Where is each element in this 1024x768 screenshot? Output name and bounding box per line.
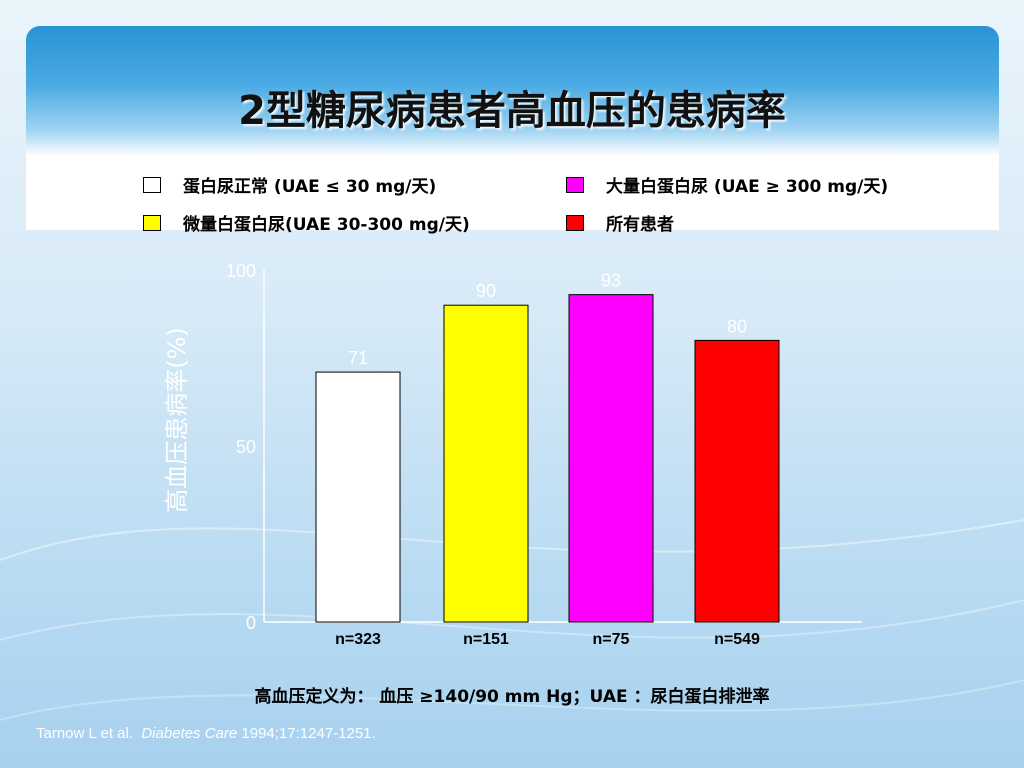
legend-swatch-macro bbox=[566, 176, 584, 193]
legend-item-normal: 蛋白尿正常 (UAE ≤ 30 mg/天) bbox=[143, 172, 436, 197]
bar bbox=[568, 294, 654, 623]
slide-title: 2型糖尿病患者高血压的患病率 bbox=[238, 88, 786, 134]
bar bbox=[315, 371, 401, 623]
legend-item-macro: 大量白蛋白尿 (UAE ≥ 300 mg/天) bbox=[566, 172, 888, 197]
legend-item-micro: 微量白蛋白尿(UAE 30-300 mg/天) bbox=[143, 210, 470, 235]
citation: Tarnow L et al. Diabetes Care 1994;17:12… bbox=[36, 725, 376, 742]
legend-label-all: 所有患者 bbox=[606, 215, 674, 235]
y-tick-label: 100 bbox=[226, 261, 256, 281]
x-tick-label: n=75 bbox=[593, 631, 630, 648]
legend-panel bbox=[26, 156, 999, 230]
legend-swatch-all bbox=[566, 214, 584, 231]
bar bbox=[694, 339, 780, 623]
citation-journal: Diabetes Care bbox=[141, 725, 238, 742]
bar-value-label: 80 bbox=[727, 316, 747, 336]
bar bbox=[443, 304, 529, 623]
x-tick-label: n=323 bbox=[335, 631, 381, 648]
legend-label-normal: 蛋白尿正常 (UAE ≤ 30 mg/天) bbox=[183, 177, 437, 197]
title-banner bbox=[26, 26, 999, 156]
legend-label-micro: 微量白蛋白尿(UAE 30-300 mg/天) bbox=[183, 215, 470, 235]
legend-swatch-micro bbox=[143, 214, 161, 231]
legend-label-macro: 大量白蛋白尿 (UAE ≥ 300 mg/天) bbox=[606, 177, 889, 197]
citation-authors: Tarnow L et al. bbox=[36, 725, 133, 742]
legend-item-all: 所有患者 bbox=[566, 210, 674, 235]
x-tick-label: n=549 bbox=[714, 631, 760, 648]
citation-ref: 1994;17:1247-1251. bbox=[241, 725, 376, 742]
bar-value-label: 71 bbox=[348, 348, 368, 368]
bar-value-label: 90 bbox=[476, 281, 496, 301]
legend-swatch-normal bbox=[143, 176, 161, 193]
bar-value-label: 93 bbox=[601, 271, 621, 291]
footnote: 高血压定义为： 血压 ≥140/90 mm Hg；UAE ：尿白蛋白排泄率 bbox=[254, 687, 770, 707]
y-axis-label: 高血压患病率(%) bbox=[163, 327, 191, 513]
y-tick-label: 0 bbox=[246, 613, 256, 633]
y-tick-label: 50 bbox=[236, 437, 256, 457]
x-tick-label: n=151 bbox=[463, 631, 509, 648]
